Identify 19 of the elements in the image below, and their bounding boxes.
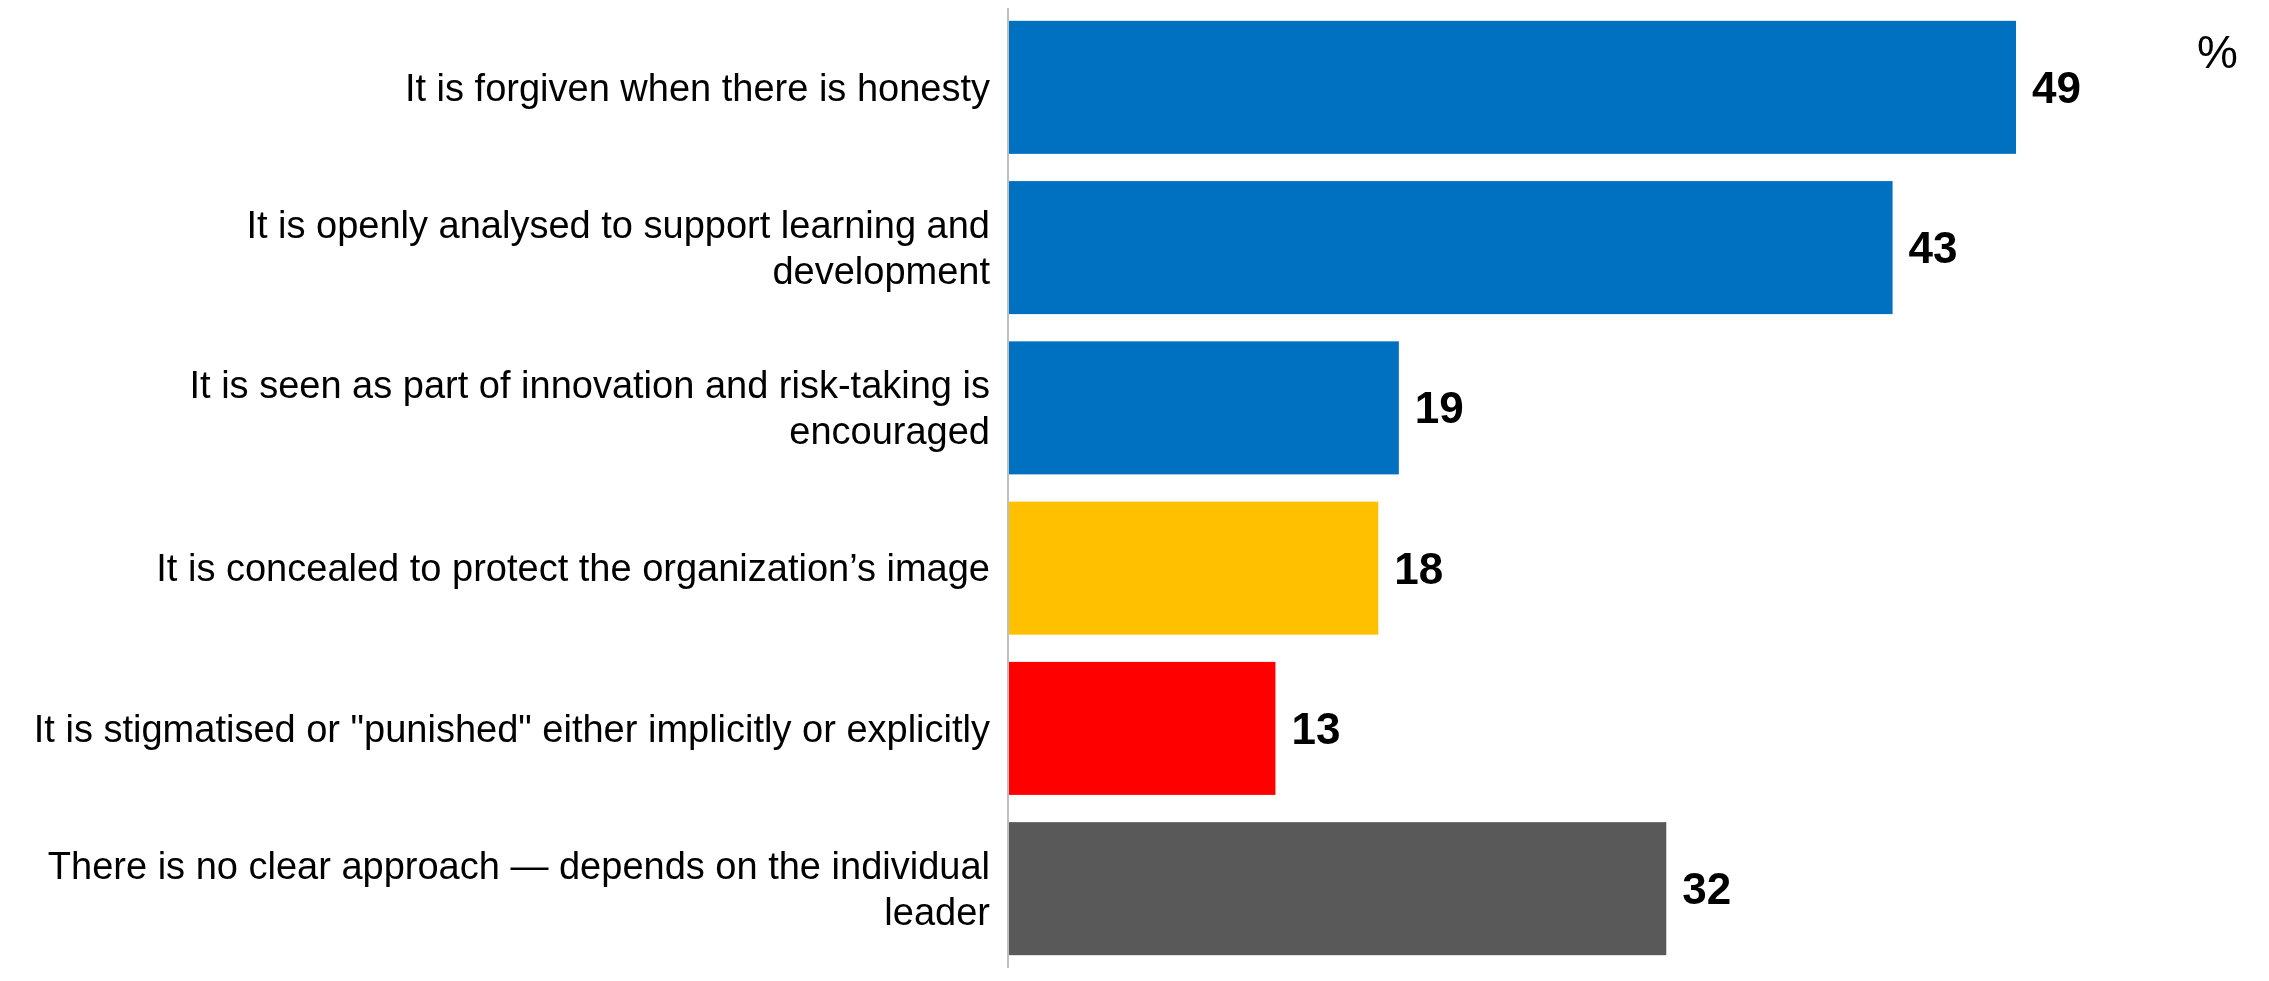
data-label: 13	[1291, 703, 1341, 753]
bar	[1008, 501, 1379, 635]
bar	[1008, 341, 1399, 475]
data-label: 18	[1394, 543, 1444, 593]
y-tick-label: It is seen as part of innovation and risk-taking is encouraged	[189, 364, 990, 452]
y-tick-label: It is stigmatised or "punished" either implicitly or explicitly	[33, 707, 990, 750]
bar	[1008, 181, 1893, 315]
bar	[1008, 822, 1667, 956]
data-label: 19	[1414, 383, 1464, 433]
y-tick-label: It is concealed to protect the organization’s image	[156, 547, 990, 590]
text: %	[2197, 26, 2238, 78]
data-label: 43	[1908, 223, 1958, 272]
data-label: 32	[1682, 864, 1732, 914]
y-tick-label: It is forgiven when there is honesty	[404, 66, 990, 109]
data-label: 49	[2032, 62, 2081, 112]
bar	[1008, 661, 1276, 795]
bar	[1008, 20, 2016, 154]
y-tick-label: It is openly analysed to support learning and development	[246, 204, 991, 292]
y-tick-label: There is no clear approach — depends on the individual leader	[47, 845, 991, 933]
